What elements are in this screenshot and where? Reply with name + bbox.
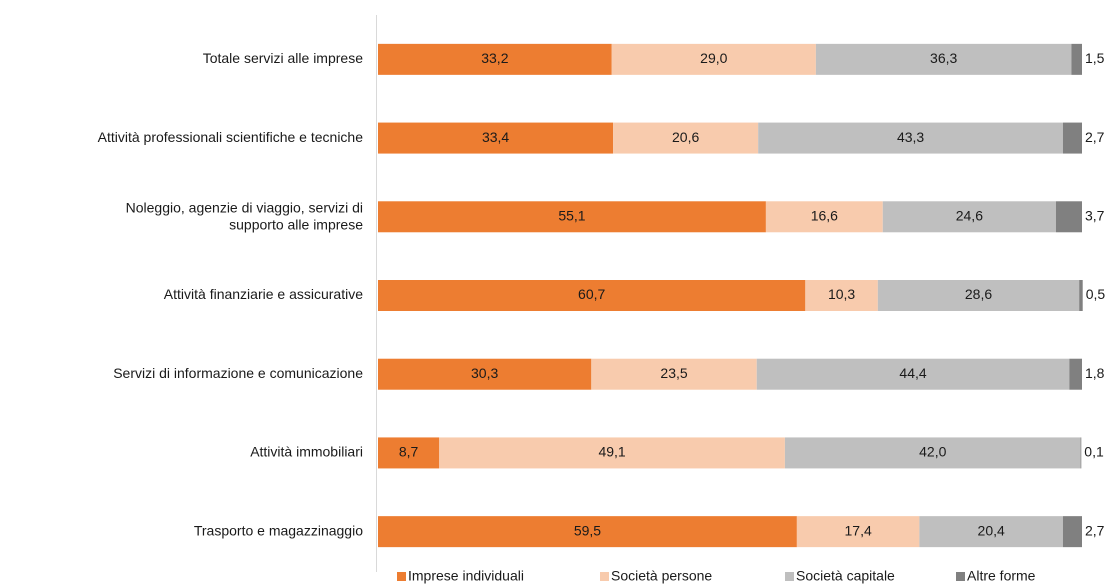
data-label: 60,7	[578, 286, 605, 302]
bar-segment	[1069, 358, 1082, 390]
data-label: 20,6	[672, 129, 699, 145]
bar-segment	[765, 201, 883, 233]
data-label: 2,7	[1085, 522, 1105, 538]
data-label: 2,7	[1085, 129, 1105, 145]
data-label: 24,6	[956, 207, 983, 223]
y-tick-label: Attività finanziarie e assicurative	[164, 286, 363, 302]
data-label: 43,3	[897, 129, 924, 145]
bar-segment	[919, 516, 1063, 548]
data-label: 0,1	[1084, 444, 1104, 460]
data-label: 29,0	[700, 50, 727, 66]
bar-segment	[611, 43, 816, 75]
bar-segment	[1062, 516, 1082, 548]
legend-swatch	[600, 572, 609, 581]
legend-swatch	[397, 572, 406, 581]
bar-segment	[378, 516, 797, 548]
bar-segment	[805, 280, 878, 311]
data-label: 1,8	[1085, 365, 1105, 381]
legend-swatch	[785, 572, 794, 581]
bar-segment	[439, 437, 785, 469]
data-label: 36,3	[930, 50, 957, 66]
bar-segment	[1080, 437, 1082, 469]
data-label: 44,4	[899, 365, 926, 381]
bar-segment	[378, 280, 806, 311]
data-label: 59,5	[574, 522, 601, 538]
data-label: 23,5	[660, 365, 687, 381]
data-label: 16,6	[811, 207, 838, 223]
data-label: 55,1	[558, 207, 585, 223]
legend-label: Altre forme	[967, 568, 1036, 584]
data-label: 17,4	[845, 522, 872, 538]
data-label: 20,4	[978, 522, 1005, 538]
data-label: 0,5	[1086, 286, 1106, 302]
bar-segment	[1071, 43, 1082, 75]
y-tick-label: Servizi di informazione e comunicazione	[113, 365, 363, 381]
data-label: 10,3	[828, 286, 855, 302]
bar-segment	[1062, 122, 1082, 154]
legend-label: Società capitale	[796, 568, 895, 584]
bar-segment	[591, 358, 757, 390]
data-label: 33,2	[481, 50, 508, 66]
bar-segment	[1055, 201, 1082, 233]
data-label: 28,6	[965, 286, 992, 302]
bar-segment	[882, 201, 1056, 233]
data-label: 42,0	[919, 444, 946, 460]
bar-segment	[378, 43, 612, 75]
y-tick-label: Totale servizi alle imprese	[203, 50, 363, 66]
bar-segment	[613, 122, 759, 154]
data-label: 3,7	[1085, 207, 1105, 223]
bar-segment	[796, 516, 920, 548]
legend-label: Società persone	[611, 568, 712, 584]
bar-segment	[1079, 280, 1083, 311]
y-tick-label: Attività immobiliari	[250, 444, 363, 460]
data-label: 33,4	[482, 129, 509, 145]
legend-swatch	[956, 572, 965, 581]
bar-segment	[378, 437, 440, 469]
y-tick-label: Noleggio, agenzie di viaggio, servizi di…	[126, 199, 364, 232]
bar-segment	[758, 122, 1063, 154]
legend-label: Imprese individuali	[408, 568, 524, 584]
data-label: 8,7	[399, 444, 419, 460]
bar-segment	[378, 201, 766, 233]
bar-segment	[877, 280, 1080, 311]
y-tick-label: Trasporto e magazzinaggio	[194, 522, 363, 538]
bar-segment	[784, 437, 1081, 469]
bar-segment	[378, 358, 592, 390]
data-label: 49,1	[598, 444, 625, 460]
bar-segment	[378, 122, 614, 154]
bar-segment	[756, 358, 1070, 390]
data-label: 30,3	[471, 365, 498, 381]
data-label: 1,5	[1085, 50, 1105, 66]
y-tick-label: Attività professionali scientifiche e te…	[98, 129, 364, 145]
bar-segment	[815, 43, 1072, 75]
